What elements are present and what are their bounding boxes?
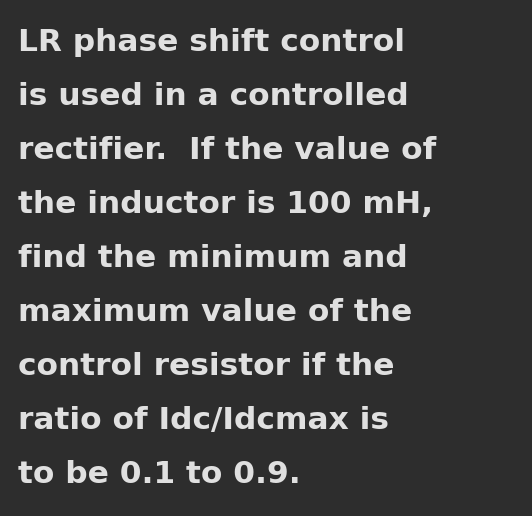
Text: ratio of Idc/Idcmax is: ratio of Idc/Idcmax is [18, 406, 389, 435]
Text: LR phase shift control: LR phase shift control [18, 28, 405, 57]
Text: to be 0.1 to 0.9.: to be 0.1 to 0.9. [18, 460, 301, 489]
Text: control resistor if the: control resistor if the [18, 352, 395, 381]
Text: find the minimum and: find the minimum and [18, 244, 408, 273]
Text: rectifier.  If the value of: rectifier. If the value of [18, 136, 436, 165]
Text: is used in a controlled: is used in a controlled [18, 82, 409, 111]
Text: maximum value of the: maximum value of the [18, 298, 412, 327]
Text: the inductor is 100 mH,: the inductor is 100 mH, [18, 190, 433, 219]
